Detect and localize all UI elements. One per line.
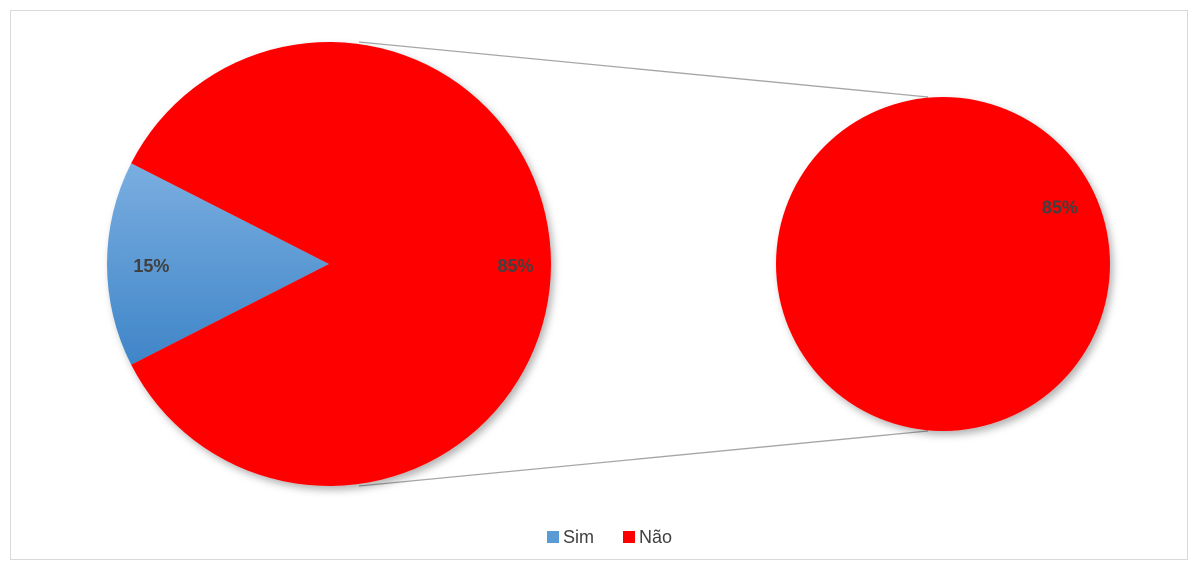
data-label-sim: 15% — [133, 256, 169, 276]
legend-swatch-sim — [547, 531, 559, 543]
secondary-slice-nao — [776, 97, 1110, 431]
pie-slice-sim — [107, 163, 330, 365]
secondary-pie — [776, 97, 1110, 431]
legend-swatch-nao — [623, 531, 635, 543]
data-label-nao: 85% — [497, 256, 533, 276]
main-pie — [107, 42, 552, 487]
data-label-secondary-nao: 85% — [1042, 198, 1078, 218]
pie-slice-nao — [131, 42, 552, 487]
legend-label-nao: Não — [639, 527, 672, 547]
connector-line-bottom — [358, 430, 929, 487]
legend-label-sim: Sim — [563, 527, 594, 547]
legend: Sim Não — [547, 527, 672, 547]
connector-line-top — [358, 41, 929, 98]
